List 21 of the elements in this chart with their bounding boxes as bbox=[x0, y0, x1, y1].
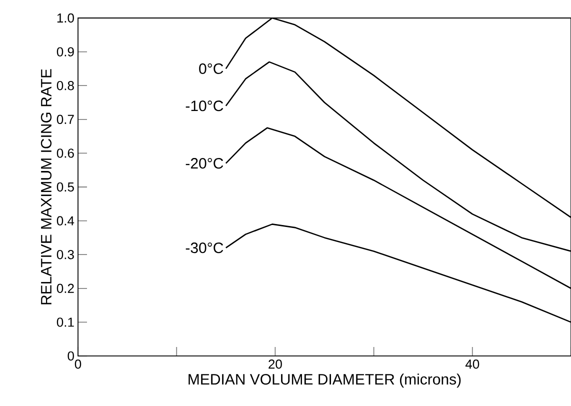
y-tick-label: 0 bbox=[68, 351, 74, 361]
x-tick-label: 40 bbox=[465, 360, 480, 369]
y-tick-label: 0.7 bbox=[56, 114, 74, 124]
series-label: -10°C bbox=[186, 100, 224, 112]
x-tick-label: 20 bbox=[268, 360, 282, 369]
y-tick-label: 0.8 bbox=[56, 80, 74, 90]
series-label: 0°C bbox=[199, 63, 224, 74]
x-tick-label: 0 bbox=[74, 360, 82, 369]
series-label: -20°C bbox=[186, 158, 224, 169]
y-tick-label: 0.5 bbox=[56, 182, 74, 192]
x-axis-title: MEDIAN VOLUME DIAMETER (microns) bbox=[188, 374, 461, 388]
y-tick-label: 0.2 bbox=[56, 284, 74, 293]
y-tick-label: 1.0 bbox=[57, 13, 74, 23]
y-tick-label: 0.6 bbox=[56, 148, 74, 158]
y-axis-title: RELATIVE MAXIMUM ICING RATE bbox=[40, 69, 52, 304]
y-tick-label: 0.4 bbox=[56, 216, 74, 226]
series-label: -30°C bbox=[186, 242, 224, 254]
y-tick-label: 0.3 bbox=[56, 250, 74, 260]
y-tick-label: 0.1 bbox=[56, 318, 74, 327]
y-tick-label: 0.9 bbox=[56, 47, 74, 56]
line-series bbox=[225, 61, 571, 252]
